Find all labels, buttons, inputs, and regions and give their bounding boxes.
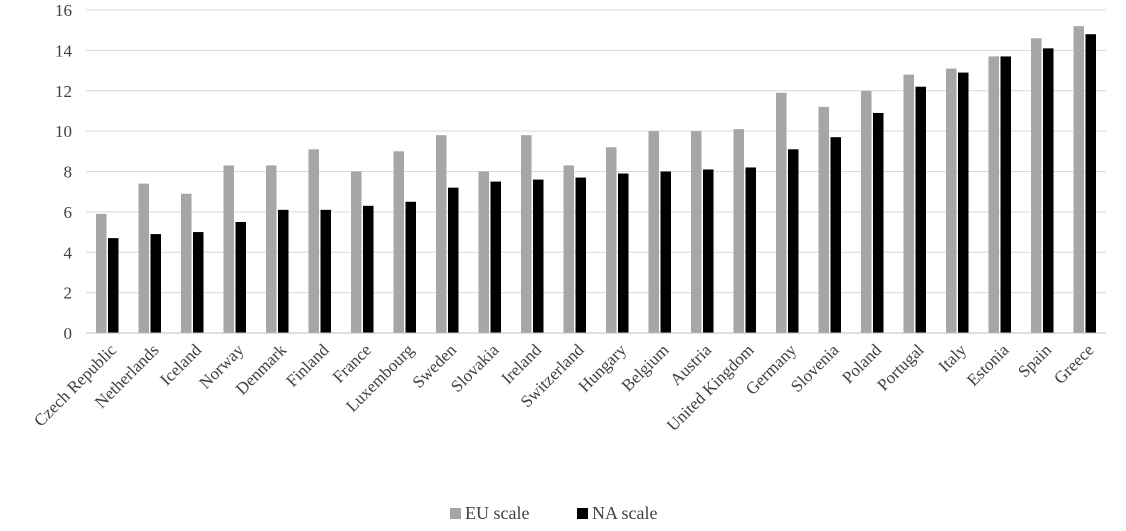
bar-eu-scale-denmark <box>266 165 277 333</box>
bar-eu-scale-finland <box>308 149 319 333</box>
bar-na-scale-estonia <box>1000 56 1011 334</box>
bar-eu-scale-germany <box>776 92 787 334</box>
bar-eu-scale-greece <box>1073 26 1084 334</box>
y-axis-tick-labels: 0 2 4 6 8 10 12 14 16 <box>55 1 73 343</box>
x-category-label: Slovenia <box>787 340 843 396</box>
bar-na-scale-iceland <box>193 232 204 333</box>
bar-eu-scale-ireland <box>521 135 532 333</box>
bar-na-scale-sweden <box>448 187 459 333</box>
bar-na-scale-france <box>363 205 374 333</box>
bar-na-scale-spain <box>1043 48 1054 334</box>
bar-na-scale-finland <box>320 209 331 333</box>
legend-label-eu-scale: EU scale <box>465 503 529 523</box>
bar-na-scale-austria <box>703 169 714 333</box>
y-tick-label: 6 <box>64 203 73 222</box>
bar-na-scale-czech-republic <box>108 238 119 333</box>
bar-na-scale-ireland <box>533 179 544 333</box>
y-tick-label: 0 <box>64 324 73 343</box>
x-category-label: Belgium <box>618 340 673 395</box>
x-category-label: Spain <box>1014 340 1055 381</box>
bar-eu-scale-hungary <box>606 147 617 333</box>
bar-na-scale-hungary <box>618 173 629 333</box>
bar-na-scale-germany <box>788 149 799 333</box>
bar-eu-scale-estonia <box>988 56 999 334</box>
legend-swatch-eu-scale <box>450 508 461 519</box>
bar-eu-scale-belgium <box>648 131 659 334</box>
bar-na-scale-norway <box>235 221 246 333</box>
bar-na-scale-switzerland <box>575 177 586 333</box>
x-category-label: Portugal <box>873 340 927 394</box>
y-tick-label: 10 <box>55 122 72 141</box>
y-tick-label: 4 <box>64 243 73 262</box>
bar-na-scale-belgium <box>660 171 671 333</box>
y-tick-label: 16 <box>55 1 72 20</box>
bar-na-scale-luxembourg <box>405 201 416 333</box>
bar-eu-scale-slovakia <box>478 171 489 333</box>
bar-na-scale-netherlands <box>150 234 161 333</box>
bar-na-scale-greece <box>1085 34 1096 333</box>
x-category-label: Slovakia <box>447 340 503 396</box>
x-category-label: Estonia <box>963 340 1013 390</box>
bar-eu-scale-spain <box>1031 38 1042 333</box>
x-category-label: Italy <box>935 340 971 376</box>
bar-eu-scale-czech-republic <box>96 213 107 333</box>
x-category-label: Greece <box>1050 340 1097 387</box>
legend: EU scale NA scale <box>450 503 657 523</box>
bar-eu-scale-iceland <box>181 193 192 333</box>
bar-eu-scale-norway <box>223 165 234 333</box>
bar-na-scale-italy <box>958 72 969 333</box>
bar-eu-scale-slovenia <box>818 106 829 334</box>
legend-swatch-na-scale <box>577 508 588 519</box>
bar-eu-scale-united-kingdom <box>733 129 744 333</box>
y-tick-label: 2 <box>64 284 73 303</box>
y-tick-label: 8 <box>64 163 73 182</box>
bar-eu-scale-portugal <box>903 74 914 333</box>
bar-eu-scale-poland <box>861 90 872 333</box>
bar-na-scale-denmark <box>278 209 289 333</box>
bars <box>96 26 1096 334</box>
bar-na-scale-slovakia <box>490 181 501 333</box>
bar-eu-scale-netherlands <box>138 183 149 333</box>
gridlines <box>86 9 1106 294</box>
bar-eu-scale-italy <box>946 68 957 333</box>
bar-eu-scale-austria <box>691 131 702 334</box>
bar-eu-scale-luxembourg <box>393 151 404 333</box>
bar-na-scale-portugal <box>915 86 926 334</box>
y-tick-label: 12 <box>55 82 72 101</box>
bar-na-scale-poland <box>873 112 884 334</box>
bar-eu-scale-france <box>351 171 362 333</box>
x-axis-category-labels: Czech RepublicNetherlandsIcelandNorwayDe… <box>30 340 1097 435</box>
legend-label-na-scale: NA scale <box>592 503 657 523</box>
y-tick-label: 14 <box>55 41 73 60</box>
bar-eu-scale-switzerland <box>563 165 574 333</box>
bar-na-scale-united-kingdom <box>745 167 756 333</box>
bar-eu-scale-sweden <box>436 135 447 333</box>
bar-na-scale-slovenia <box>830 137 841 333</box>
x-category-label: Finland <box>282 340 333 391</box>
